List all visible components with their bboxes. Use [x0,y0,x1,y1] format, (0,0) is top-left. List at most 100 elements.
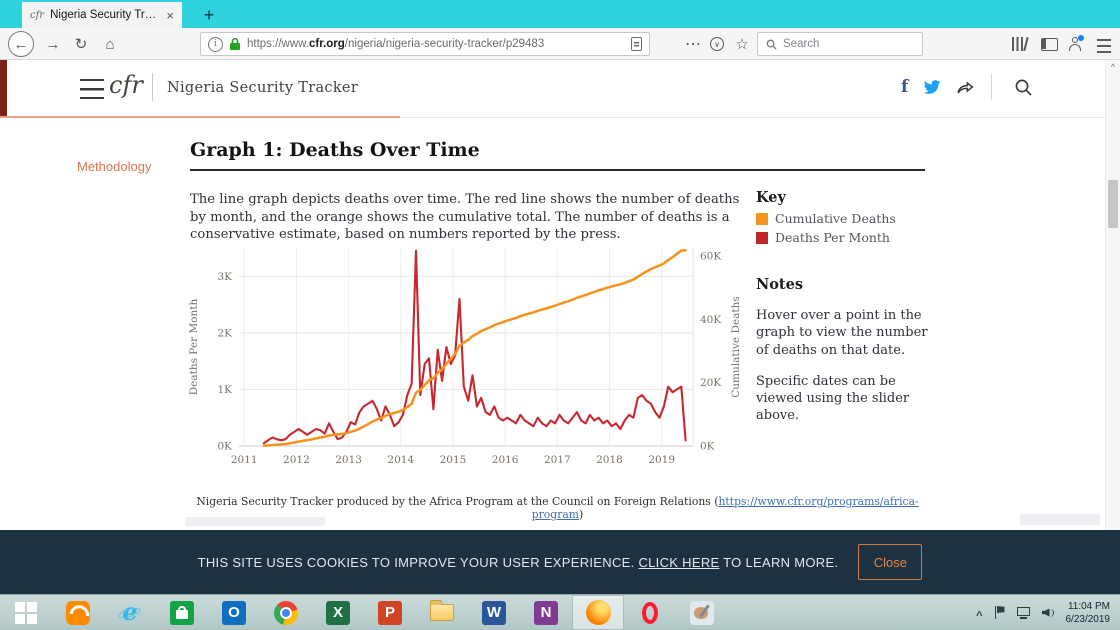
cumulative-swatch-icon [756,212,768,225]
taskbar-excel[interactable]: X [312,595,364,630]
svg-text:2016: 2016 [492,454,519,466]
svg-text:40K: 40K [700,314,721,326]
browser-tab-active[interactable]: cfr Nigeria Security Tracker × [22,2,182,28]
taskbar-outlook[interactable]: O [208,595,260,630]
svg-text:0K: 0K [217,441,232,453]
start-button[interactable] [0,595,52,630]
tab-title: Nigeria Security Tracker [50,9,160,21]
twitter-icon[interactable] [923,80,941,95]
taskbar-internet-explorer[interactable]: e [104,595,156,630]
scrollbar-up-icon[interactable]: ^ [1110,62,1116,72]
svg-text:2K: 2K [217,327,232,339]
notes-paragraph: Specific dates can be viewed using the s… [756,373,910,424]
svg-text:0K: 0K [700,441,715,453]
browser-toolbar: ← → ↻ ⌂ i https://www.cfr.org/nigeria/ni… [0,28,1120,60]
heading-rule [190,169,925,171]
cookie-close-button[interactable]: Close [858,544,923,580]
svg-text:2012: 2012 [283,454,310,466]
ms-store-icon [170,600,194,625]
svg-text:2019: 2019 [648,454,675,466]
occluded-content [185,517,325,526]
browser-tab-bar: cfr Nigeria Security Tracker × + [0,0,1120,28]
windows-taskbar: e O X P W N ^ 11:04 PM 6/23/2019 [0,594,1120,630]
bookmark-star-icon[interactable]: ☆ [735,36,749,53]
page-scrollbar[interactable]: ^ [1105,60,1120,530]
header-underline-accent [0,116,400,118]
library-icon[interactable] [1012,37,1025,51]
account-icon[interactable] [1068,35,1084,51]
cookie-banner: THIS SITE USES COOKIES TO IMPROVE YOUR U… [0,530,1120,594]
forward-icon[interactable]: → [45,35,61,53]
reload-icon[interactable]: ↻ [74,36,88,53]
site-menu-icon[interactable] [80,79,104,99]
taskbar-word[interactable]: W [468,595,520,630]
taskbar-chrome[interactable] [260,595,312,630]
taskbar-file-explorer[interactable] [416,595,468,630]
svg-text:60K: 60K [700,250,721,262]
home-icon[interactable]: ⌂ [105,35,115,53]
header-divider [152,73,153,101]
svg-text:3K: 3K [217,271,232,283]
header-divider [991,74,992,100]
paint-icon [690,600,714,625]
padlock-icon [230,37,240,50]
taskbar-powerpoint[interactable]: P [364,595,416,630]
pocket-icon[interactable]: ∨ [706,33,728,55]
taskbar-onenote[interactable]: N [520,595,572,630]
site-title: Nigeria Security Tracker [167,80,359,96]
taskbar-opera[interactable] [624,595,676,630]
africa-program-link[interactable]: https://www.cfr.org/programs/africa-prog… [531,495,919,521]
deaths-over-time-chart[interactable]: 2011 2012 2013 2014 2015 2016 2017 2018 2019 0K 1K… [185,240,745,474]
taskbar-clock[interactable]: 11:04 PM 6/23/2019 [1066,600,1111,626]
uc-browser-icon [66,600,90,625]
action-center-flag-icon[interactable] [994,606,1006,619]
scrollbar-thumb[interactable] [1108,180,1118,228]
key-title: Key [756,189,786,206]
clock-date: 6/23/2019 [1065,613,1111,625]
url-text: https://www.cfr.org/nigeria/nigeria-secu… [247,38,545,50]
word-icon: W [482,600,506,625]
site-search-icon[interactable] [1014,78,1033,97]
header-underline [400,117,1120,118]
graph-description: The line graph depicts deaths over time.… [190,192,740,243]
taskbar-ms-store[interactable] [156,595,208,630]
tray-expand-icon[interactable]: ^ [976,609,983,622]
cfr-favicon-icon: cfr [30,9,45,21]
occluded-content [1020,514,1100,525]
file-explorer-icon [430,600,454,621]
back-icon[interactable]: ← [8,31,34,57]
svg-text:2013: 2013 [335,454,362,466]
chart-attribution: Nigeria Security Tracker produced by the… [196,495,919,521]
sidebar-icon[interactable] [1041,38,1058,51]
internet-explorer-icon: e [118,599,142,625]
cfr-logo[interactable]: cfr [109,71,143,99]
facebook-icon[interactable]: f [901,77,909,97]
outlook-icon: O [222,600,246,625]
tab-close-icon[interactable]: × [166,7,174,23]
svg-text:2011: 2011 [231,454,258,466]
svg-text:2018: 2018 [596,454,623,466]
search-box[interactable]: Search [757,32,923,56]
taskbar-firefox-active[interactable] [572,595,624,630]
new-tab-button[interactable]: + [203,4,215,25]
share-icon[interactable] [956,78,976,96]
taskbar-uc-browser[interactable] [52,595,104,630]
windows-logo-icon [15,601,37,624]
taskbar-paint[interactable] [676,595,728,630]
cookie-learn-more-link[interactable]: CLICK HERE [638,554,720,570]
volume-icon[interactable] [1042,607,1055,619]
key-label: Deaths Per Month [775,230,890,245]
page-actions-icon[interactable]: ⋯ [685,36,701,53]
reader-mode-icon[interactable] [631,37,642,51]
graph-heading: Graph 1: Deaths Over Time [190,139,480,161]
menu-hamburger-icon[interactable] [1097,39,1111,53]
network-icon[interactable] [1016,606,1031,619]
pocket-chevron: ∨ [714,39,720,49]
notes-paragraph: Hover over a point in the graph to view … [756,308,928,358]
methodology-link[interactable]: Methodology [77,159,152,174]
system-tray: ^ 11:04 PM 6/23/2019 [976,600,1120,626]
site-info-icon[interactable]: i [208,36,223,52]
url-bar[interactable]: i https://www.cfr.org/nigeria/nigeria-se… [200,32,650,56]
svg-text:2015: 2015 [440,454,467,466]
